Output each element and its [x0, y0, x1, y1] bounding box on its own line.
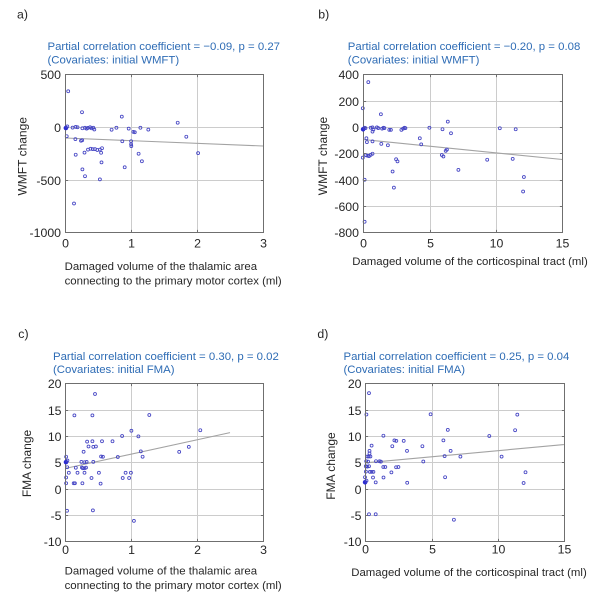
svg-text:-10: -10	[44, 535, 62, 549]
svg-text:connecting to the primary moto: connecting to the primary motor cortex (…	[65, 580, 282, 592]
svg-text:Partial correlation coefficien: Partial correlation coefficient = −0.09,…	[48, 41, 281, 53]
svg-text:10: 10	[48, 430, 62, 444]
svg-text:5: 5	[427, 237, 434, 251]
svg-text:a): a)	[17, 8, 28, 22]
svg-text:Damaged volume of the thalamic: Damaged volume of the thalamic area	[65, 565, 258, 577]
svg-text:2: 2	[194, 237, 201, 251]
svg-text:Partial correlation coefficien: Partial correlation coefficient = −0.20,…	[348, 41, 581, 53]
svg-text:0: 0	[54, 121, 61, 135]
svg-text:3: 3	[260, 543, 267, 557]
svg-text:15: 15	[348, 404, 362, 418]
svg-text:d): d)	[317, 327, 328, 341]
svg-text:FMA change: FMA change	[20, 429, 34, 497]
svg-text:-1000: -1000	[30, 226, 62, 240]
svg-text:5: 5	[355, 456, 362, 470]
svg-text:Partial correlation coefficien: Partial correlation coefficient = 0.25, …	[344, 351, 570, 363]
svg-text:-5: -5	[51, 509, 62, 523]
svg-text:Damaged volume of the thalamic: Damaged volume of the thalamic area	[65, 261, 258, 273]
svg-text:-10: -10	[344, 535, 362, 549]
svg-text:FMA change: FMA change	[324, 432, 338, 500]
svg-text:1: 1	[128, 237, 135, 251]
svg-text:1: 1	[128, 543, 135, 557]
svg-text:0: 0	[62, 543, 69, 557]
svg-text:200: 200	[338, 95, 359, 109]
svg-text:15: 15	[558, 543, 572, 557]
svg-text:Damaged volume of the corticos: Damaged volume of the corticospinal trac…	[352, 256, 588, 268]
svg-text:Partial correlation coefficien: Partial correlation coefficient = 0.30, …	[53, 351, 279, 363]
svg-text:2: 2	[194, 543, 201, 557]
svg-text:(Covariates: initial FMA): (Covariates: initial FMA)	[344, 364, 466, 376]
svg-text:400: 400	[338, 68, 359, 82]
svg-text:-600: -600	[334, 200, 359, 214]
svg-text:10: 10	[348, 430, 362, 444]
svg-text:0: 0	[62, 237, 69, 251]
svg-text:5: 5	[55, 456, 62, 470]
svg-text:20: 20	[348, 377, 362, 391]
svg-text:3: 3	[260, 237, 267, 251]
svg-text:0: 0	[352, 121, 359, 135]
svg-text:5: 5	[429, 543, 436, 557]
svg-text:10: 10	[492, 543, 506, 557]
svg-text:(Covariates: initial WMFT): (Covariates: initial WMFT)	[48, 54, 180, 66]
svg-text:-400: -400	[334, 174, 359, 188]
svg-text:WMFT change: WMFT change	[316, 116, 330, 195]
svg-text:Damaged volume of the corticos: Damaged volume of the corticospinal trac…	[351, 567, 587, 579]
svg-text:-200: -200	[334, 147, 359, 161]
svg-text:-500: -500	[36, 174, 61, 188]
svg-text:10: 10	[490, 237, 504, 251]
svg-text:0: 0	[55, 483, 62, 497]
svg-text:b): b)	[318, 8, 329, 22]
svg-text:c): c)	[18, 327, 28, 341]
svg-text:-5: -5	[351, 509, 362, 523]
svg-text:20: 20	[48, 377, 62, 391]
svg-text:0: 0	[360, 237, 367, 251]
svg-text:0: 0	[362, 543, 369, 557]
svg-text:(Covariates: initial WMFT): (Covariates: initial WMFT)	[348, 54, 480, 66]
svg-text:WMFT change: WMFT change	[15, 117, 29, 196]
svg-text:15: 15	[556, 237, 570, 251]
svg-text:15: 15	[48, 404, 62, 418]
svg-text:0: 0	[355, 483, 362, 497]
svg-text:(Covariates: initial FMA): (Covariates: initial FMA)	[53, 364, 175, 376]
svg-text:-800: -800	[334, 226, 359, 240]
svg-text:connecting to the primary moto: connecting to the primary motor cortex (…	[65, 276, 282, 288]
svg-text:500: 500	[40, 68, 61, 82]
